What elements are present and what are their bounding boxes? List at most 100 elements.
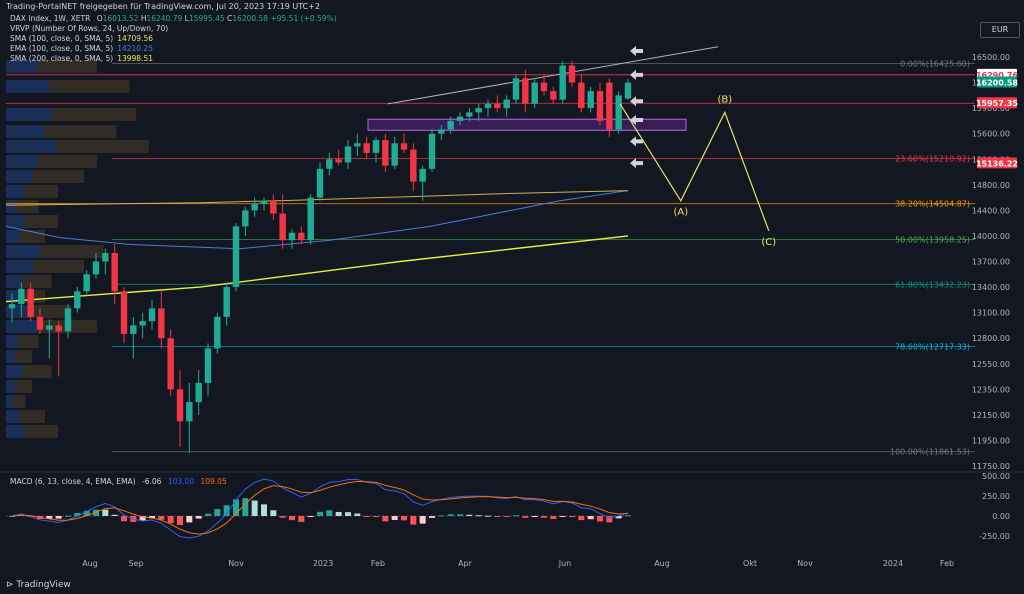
price-axis-bg — [976, 0, 1024, 594]
macd-histogram-bar — [587, 516, 594, 520]
candle — [130, 325, 137, 334]
macd-histogram-bar — [513, 515, 519, 517]
macd-histogram-bar — [578, 516, 585, 521]
x-tick-label: Okt — [743, 559, 757, 568]
macd-histogram-bar — [625, 515, 631, 517]
tv-logo-icon: ⊳ — [6, 580, 17, 590]
price-label-box — [977, 157, 1017, 169]
arrow-icon — [630, 69, 643, 80]
trend-line — [387, 46, 719, 105]
candle — [232, 226, 240, 288]
candle — [167, 338, 174, 390]
macd-tick-label: 500.00 — [982, 472, 1010, 481]
macd-histogram-bar — [167, 516, 174, 524]
macd-tick-label: 0.00 — [992, 512, 1010, 521]
volume-profile-down — [15, 380, 32, 393]
macd-histogram-bar — [46, 516, 53, 519]
candle — [102, 252, 109, 262]
candle — [382, 140, 389, 166]
indicator-row: EMA (100, close, 0, SMA, 5) 14210.25 — [10, 44, 153, 53]
macd-histogram-bar — [485, 515, 491, 517]
candle — [307, 197, 314, 241]
sma-200-line — [5, 235, 629, 303]
volume-profile-up — [6, 380, 15, 393]
wave-label: (B) — [717, 94, 732, 105]
candle — [27, 288, 34, 317]
volume-profile-up — [6, 80, 49, 93]
macd-line — [11, 478, 629, 539]
candle — [46, 325, 53, 330]
macd-histogram-bar — [233, 499, 239, 516]
volume-profile-down — [51, 108, 136, 121]
candle — [484, 103, 492, 109]
fib-label: 38.20%(14504.87) — [895, 200, 970, 209]
volume-profile-up — [6, 320, 38, 333]
macd-histogram-bar — [419, 516, 426, 524]
fib-label: 0.00%(16425.60) — [900, 59, 970, 68]
candle — [288, 232, 296, 241]
volume-profile-down — [55, 140, 149, 153]
volume-profile-down — [44, 125, 117, 138]
macd-histogram-bar — [326, 510, 333, 516]
macd-histogram-bar — [251, 500, 258, 516]
macd-histogram-bar — [139, 516, 146, 521]
y-tick-label: 11750.00 — [972, 462, 1010, 471]
candle — [522, 78, 529, 104]
volume-profile-up — [6, 350, 15, 363]
indicator-row: VRVP (Number Of Rows, 24, Up/Down, 70) — [10, 24, 169, 33]
candle — [8, 304, 16, 309]
macd-histogram-bar — [382, 516, 389, 522]
candle — [279, 213, 286, 241]
macd-signal-line — [11, 480, 629, 535]
x-tick-label: Feb — [940, 559, 954, 568]
volume-profile-up — [6, 200, 18, 213]
candle — [158, 308, 165, 339]
y-tick-label: 15900.00 — [972, 104, 1010, 113]
macd-histogram-bar — [466, 514, 473, 516]
candle — [512, 78, 520, 100]
arrow-icon — [630, 115, 643, 126]
volume-profile-down — [28, 305, 71, 318]
macd-histogram-bar — [569, 516, 575, 518]
macd-histogram-bar — [391, 516, 398, 520]
candle — [503, 99, 510, 109]
volume-profile-down — [37, 155, 97, 168]
volume-profile-down — [37, 60, 97, 73]
candle — [120, 291, 128, 334]
volume-profile-down — [12, 395, 26, 408]
y-tick-label: 13700.00 — [972, 258, 1010, 267]
macd-histogram-bar — [345, 512, 351, 516]
volume-profile-up — [6, 245, 40, 258]
candle — [475, 108, 482, 113]
macd-histogram-bar — [65, 515, 71, 517]
volume-profile-down — [19, 410, 45, 423]
fib-label: 100.00%(11861.53) — [890, 448, 970, 457]
y-tick-label: 14800.00 — [972, 181, 1010, 190]
volume-profile-down — [33, 260, 84, 273]
candle — [92, 261, 100, 275]
macd-histogram-bar — [121, 516, 127, 522]
volume-profile-down — [15, 350, 32, 363]
currency-selector[interactable]: EUR — [980, 22, 1020, 38]
arrow-icon — [630, 136, 643, 147]
candle — [559, 65, 566, 100]
macd-legend: MACD (6, 13, close, 4, EMA, EMA) -6.06 1… — [10, 477, 227, 486]
y-tick-label: 12150.00 — [972, 411, 1010, 420]
candle — [242, 210, 249, 227]
x-tick-label: Aug — [654, 559, 670, 568]
candle — [587, 91, 594, 109]
y-tick-label: 16500.00 — [972, 53, 1010, 62]
y-tick-label: 15600.00 — [972, 130, 1010, 139]
macd-histogram-bar — [363, 516, 370, 517]
macd-histogram-bar — [186, 516, 193, 523]
wave-label: (C) — [761, 237, 776, 248]
support-zone — [367, 118, 687, 131]
candle — [195, 382, 202, 403]
y-tick-label: 12550.00 — [972, 360, 1010, 369]
candle — [83, 274, 90, 292]
symbol-name: DAX Index, 1W, XETR — [10, 14, 91, 23]
tradingview-logo[interactable]: ⊳ TradingView — [6, 580, 71, 590]
candle — [596, 91, 604, 121]
macd-histogram-bar — [242, 498, 249, 516]
